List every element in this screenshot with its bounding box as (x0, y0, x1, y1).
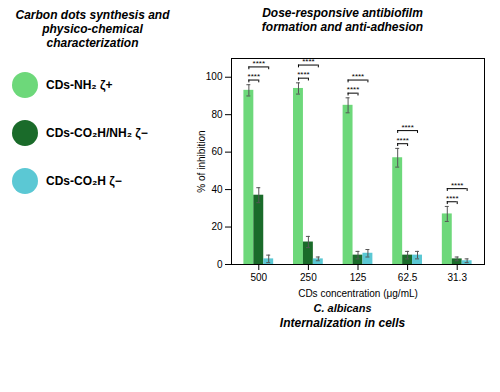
svg-text:62.5: 62.5 (398, 272, 418, 283)
svg-text:****: **** (352, 72, 364, 81)
html-text:Carbon dots synthesis and phys: Carbon dots synthesis and physico-chemic… (15, 8, 170, 50)
svg-text:20: 20 (211, 221, 223, 232)
svg-text:****: **** (401, 123, 413, 132)
html-text:C. albicans: C. albicans (313, 302, 372, 314)
svg-text:****: **** (446, 194, 458, 203)
html-text:CDs-NH₂ ζ+: CDs-NH₂ ζ+ (46, 78, 113, 92)
svg-text:500: 500 (250, 272, 267, 283)
svg-text:****: **** (396, 136, 408, 145)
svg-text:60: 60 (211, 146, 223, 157)
svg-text:125: 125 (350, 272, 367, 283)
svg-text:31.3: 31.3 (447, 272, 467, 283)
html-text:CDs-CO₂H/NH₂ ζ−: CDs-CO₂H/NH₂ ζ− (46, 126, 148, 140)
html-text:CDs-CO₂H ζ−: CDs-CO₂H ζ− (46, 174, 122, 188)
svg-text:80: 80 (211, 109, 223, 120)
svg-text:250: 250 (300, 272, 317, 283)
svg-text:****: **** (451, 181, 463, 190)
svg-text:CDs concentration (μg/mL): CDs concentration (μg/mL) (298, 288, 418, 299)
svg-text:****: **** (253, 59, 265, 68)
svg-text:0: 0 (217, 259, 223, 270)
svg-text:****: **** (347, 85, 359, 94)
html-text:Internalization in cells: Internalization in cells (279, 316, 406, 330)
svg-text:****: **** (297, 70, 309, 79)
svg-text:40: 40 (211, 184, 223, 195)
svg-text:100: 100 (206, 71, 223, 82)
svg-text:****: **** (248, 72, 260, 81)
svg-text:% of inhibition: % of inhibition (196, 130, 207, 192)
html-text:Dose-responsive antibiofilm fo: Dose-responsive antibiofilm formation an… (261, 6, 424, 34)
